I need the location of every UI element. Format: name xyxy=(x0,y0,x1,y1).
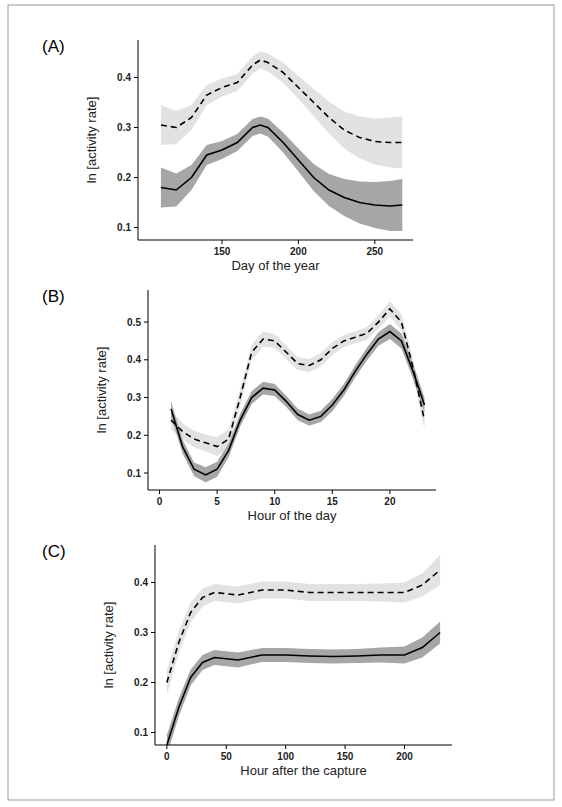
y-tick-label: 0.2 xyxy=(117,172,131,183)
x-tick-label: 150 xyxy=(337,751,354,762)
y-tick-label: 0.3 xyxy=(134,627,148,638)
x-tick-label: 15 xyxy=(327,496,339,507)
y-axis-line xyxy=(155,545,156,745)
plot-area xyxy=(167,555,440,745)
x-tick-label: 50 xyxy=(221,751,233,762)
y-axis-label: ln [activity rate] xyxy=(94,347,109,434)
confidence-band xyxy=(161,117,402,232)
panel-label: (A) xyxy=(42,37,65,56)
y-tick xyxy=(144,322,148,323)
y-tick xyxy=(151,582,155,583)
x-axis-label: Hour after the capture xyxy=(240,763,366,778)
y-axis-label: ln [activity rate] xyxy=(84,97,99,184)
x-tick-label: 200 xyxy=(396,751,413,762)
x-tick xyxy=(389,490,390,494)
x-tick xyxy=(374,240,375,244)
y-tick-label: 0.3 xyxy=(117,122,131,133)
series-line xyxy=(161,125,402,206)
x-tick xyxy=(166,745,167,749)
x-tick-label: 10 xyxy=(269,496,281,507)
y-tick xyxy=(151,632,155,633)
x-tick xyxy=(298,240,299,244)
y-tick xyxy=(151,732,155,733)
x-tick xyxy=(345,745,346,749)
x-tick xyxy=(217,490,218,494)
panel-label: (B) xyxy=(42,287,65,306)
x-tick-label: 250 xyxy=(366,246,383,257)
x-tick xyxy=(159,490,160,494)
x-axis-line xyxy=(155,745,452,746)
y-tick-label: 0.1 xyxy=(117,222,131,233)
y-axis-line xyxy=(138,40,139,240)
x-tick xyxy=(226,745,227,749)
x-axis-line xyxy=(138,240,413,241)
plot-area xyxy=(171,301,424,482)
panel-label: (C) xyxy=(42,542,66,561)
y-tick xyxy=(134,227,138,228)
y-tick-label: 0.4 xyxy=(117,72,131,83)
y-tick xyxy=(144,359,148,360)
series-line xyxy=(171,309,424,447)
figure-border xyxy=(8,5,554,800)
y-tick xyxy=(134,177,138,178)
y-tick-label: 0.2 xyxy=(127,430,141,441)
x-tick-label: 5 xyxy=(214,496,220,507)
confidence-band xyxy=(167,555,440,695)
series-line xyxy=(167,570,440,683)
x-tick-label: 0 xyxy=(157,496,163,507)
confidence-band xyxy=(161,52,402,169)
y-axis-label: ln [activity rate] xyxy=(101,602,116,689)
series-line xyxy=(167,633,440,746)
x-tick xyxy=(222,240,223,244)
y-tick-label: 0.4 xyxy=(134,577,148,588)
y-tick-label: 0.5 xyxy=(127,317,141,328)
y-tick-label: 0.2 xyxy=(134,677,148,688)
x-tick xyxy=(404,745,405,749)
panel: 0.1 0.2 0.3 0.4 0.5 0 5 10 15 20 Hour of the day ln… xyxy=(42,287,436,523)
confidence-band xyxy=(167,622,440,746)
figure: 0.10.20.30.4150200250Day of the yearln [… xyxy=(0,0,562,807)
x-tick-label: 150 xyxy=(214,246,231,257)
series-line xyxy=(161,60,402,143)
y-tick xyxy=(151,682,155,683)
y-tick-label: 0.1 xyxy=(134,727,148,738)
y-axis-line xyxy=(148,290,149,490)
x-tick xyxy=(274,490,275,494)
x-axis-label: Hour of the day xyxy=(248,508,337,523)
x-tick-label: 0 xyxy=(164,751,170,762)
x-axis-line xyxy=(148,490,436,491)
x-tick-label: 200 xyxy=(290,246,307,257)
confidence-band xyxy=(171,324,424,482)
y-tick-label: 0.4 xyxy=(127,354,141,365)
confidence-band xyxy=(171,301,424,456)
x-tick-label: 100 xyxy=(277,751,294,762)
y-tick xyxy=(144,435,148,436)
panel: 0.1 0.2 0.3 0.4 150 200 250 Day of the year ln [… xyxy=(42,37,413,273)
y-tick xyxy=(144,397,148,398)
y-tick xyxy=(134,77,138,78)
panel: 0.1 0.2 0.3 0.4 0 50 100 150 200 Hour after the c… xyxy=(42,542,452,778)
y-tick-label: 0.1 xyxy=(127,468,141,479)
x-tick xyxy=(332,490,333,494)
x-tick-label: 20 xyxy=(384,496,396,507)
plot-area xyxy=(161,52,402,232)
y-tick xyxy=(144,473,148,474)
y-tick-label: 0.3 xyxy=(127,392,141,403)
x-tick xyxy=(285,745,286,749)
y-tick xyxy=(134,127,138,128)
x-axis-label: Day of the year xyxy=(231,258,320,273)
series-line xyxy=(171,332,424,475)
